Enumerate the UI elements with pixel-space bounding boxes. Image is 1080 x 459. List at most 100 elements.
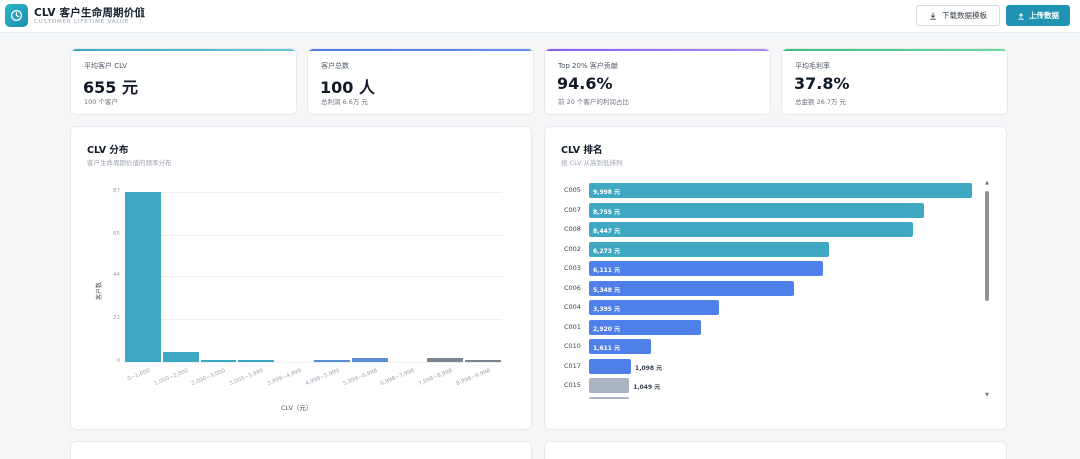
y-tick-label: 0 [116, 358, 121, 364]
ranking-bar[interactable]: 6,111 元 [589, 261, 824, 276]
ranking-value-label: 8,447 元 [593, 228, 621, 235]
ranking-row[interactable]: C004 3,395 元 [546, 300, 982, 315]
ranking-row[interactable]: C006 5,348 元 [546, 280, 982, 296]
histogram-bar[interactable] [351, 358, 388, 362]
ranking-bar[interactable]: 8,447 元 [589, 222, 913, 237]
histogram-bar[interactable] [465, 360, 501, 362]
download-template-label: 下载数据模板 [942, 11, 987, 20]
gridline [124, 192, 502, 193]
ranking-row[interactable]: C002 6,273 元 [546, 241, 982, 257]
kpi-label: Top 20% 客户贡献 [558, 62, 618, 70]
customer-id-label: C001 [564, 322, 581, 331]
ranking-scrollbar[interactable]: ▲ ▼ [984, 180, 990, 398]
ranking-bar[interactable]: 2,920 元 [589, 319, 701, 335]
y-tick-label: 65 [113, 230, 120, 237]
app-title: CLV 客户生命周期价值 [34, 7, 146, 19]
bottom-right-panel [544, 441, 1007, 459]
distribution-subtitle: 客户生命周期价值的频率分布 [87, 159, 172, 167]
ranking-value-label: 5,348 元 [593, 286, 621, 294]
clock-icon [5, 4, 28, 27]
histogram-bar[interactable] [162, 352, 199, 362]
gridline [124, 276, 502, 278]
ranking-row[interactable]: C007 8,755 元 [546, 202, 982, 218]
histogram-bar[interactable] [314, 360, 350, 362]
ranking-value-label: 6,111 元 [593, 267, 621, 274]
upload-icon [1018, 12, 1024, 20]
kpi-label: 平均客户 CLV [84, 62, 128, 70]
kpi-value: 100 人 [320, 78, 375, 97]
ranking-bar[interactable] [589, 378, 630, 393]
kpi-card-total-customers: 客户总数 100 人 总利润 6.6万 元 [307, 48, 534, 115]
ranking-row[interactable]: C005 9,998 元 [546, 183, 982, 198]
ranking-bar[interactable]: 5,348 元 [589, 280, 794, 296]
histogram-bar[interactable] [238, 360, 275, 362]
customer-id-label: C015 [564, 381, 581, 389]
ranking-bar[interactable]: 9,998 元 [589, 183, 972, 198]
gridline [124, 362, 502, 363]
scroll-down-icon[interactable]: ▼ [985, 392, 989, 398]
gridline [124, 319, 502, 320]
customer-id-label: C004 [564, 303, 581, 311]
ranking-bar[interactable]: 8,755 元 [589, 202, 925, 218]
kpi-accent-bar [71, 49, 296, 51]
ranking-value-label: 1,098 元 [635, 364, 663, 372]
customer-id-label: C017 [564, 361, 581, 370]
ranking-value-label: 8,755 元 [593, 208, 621, 216]
kpi-sub: 100 个客户 [84, 98, 118, 106]
gridline [124, 234, 502, 236]
ranking-bar[interactable]: 3,395 元 [589, 300, 720, 315]
customer-id-label: C002 [564, 244, 581, 253]
ranking-row[interactable]: C010 1,611 元 [546, 339, 982, 354]
download-icon [930, 12, 936, 20]
clv-ranking-chart: C005 9,998 元 C007 8,755 元 C008 8,447 元 C002 6,2… [546, 183, 982, 399]
download-template-button[interactable]: 下载数据模板 [916, 5, 1000, 26]
scroll-up-icon[interactable]: ▲ [985, 180, 989, 186]
ranking-row[interactable]: C008 8,447 元 [546, 222, 982, 237]
histogram-bar[interactable] [427, 358, 464, 362]
app-subtitle: CUSTOMER LIFETIME VALUE [34, 19, 129, 25]
ranking-value-label: 9,998 元 [593, 189, 621, 196]
header-divider [140, 8, 141, 24]
kpi-card-top20-contribution: Top 20% 客户贡献 94.6% 前 20 个客户的利润占比 [544, 48, 771, 115]
ranking-bar[interactable] [589, 358, 632, 374]
kpi-accent-bar [782, 49, 1007, 51]
histogram-bar[interactable] [200, 360, 237, 362]
customer-id-label: C010 [564, 342, 581, 350]
ranking-row[interactable]: C017 1,098 元 [546, 358, 982, 374]
kpi-card-avg-clv: 平均客户 CLV 655 元 100 个客户 [70, 48, 297, 115]
ranking-row[interactable]: C003 6,111 元 [546, 261, 982, 276]
kpi-sub: 总金额 26.7万 元 [795, 98, 847, 106]
distribution-title: CLV 分布 [87, 145, 129, 156]
app-header: CLV 客户生命周期价值 CUSTOMER LIFETIME VALUE 下载数… [0, 0, 1080, 33]
kpi-label: 平均毛利率 [795, 62, 830, 70]
ranking-scrollbar-thumb[interactable] [985, 191, 989, 301]
upload-data-button[interactable]: 上传数据 [1006, 5, 1070, 26]
histogram-bar[interactable] [125, 192, 161, 362]
ranking-row[interactable]: C015 1,049 元 [546, 378, 982, 393]
customer-id-label: C005 [564, 186, 581, 194]
customer-id-label: C007 [564, 205, 581, 214]
bottom-left-panel [70, 441, 532, 459]
ranking-bar[interactable]: 6,273 元 [589, 241, 830, 257]
kpi-value: 94.6% [557, 74, 613, 93]
ranking-row[interactable]: C001 2,920 元 [546, 319, 982, 335]
ranking-title: CLV 排名 [561, 145, 603, 156]
y-tick-label: 87 [113, 188, 120, 194]
ranking-value-label: 1,049 元 [633, 384, 661, 391]
y-tick-label: 22 [113, 315, 120, 321]
ranking-value-label: 3,395 元 [593, 306, 621, 313]
customer-id-label: C006 [564, 283, 581, 292]
ranking-value-label: 6,273 元 [593, 247, 621, 255]
kpi-card-avg-margin: 平均毛利率 37.8% 总金额 26.7万 元 [781, 48, 1008, 115]
kpi-accent-bar [545, 49, 770, 51]
ranking-bar[interactable]: 1,611 元 [589, 339, 651, 354]
kpi-value: 655 元 [83, 78, 138, 97]
kpi-accent-bar [308, 49, 533, 51]
ranking-bar-partial [589, 396, 629, 399]
ranking-value-label: 1,611 元 [593, 345, 621, 352]
ranking-value-label: 2,920 元 [593, 325, 621, 333]
upload-data-label: 上传数据 [1029, 11, 1059, 20]
kpi-value: 37.8% [794, 74, 850, 93]
customer-id-label: C008 [564, 225, 581, 233]
x-axis-label: CLV（元） [281, 404, 313, 412]
